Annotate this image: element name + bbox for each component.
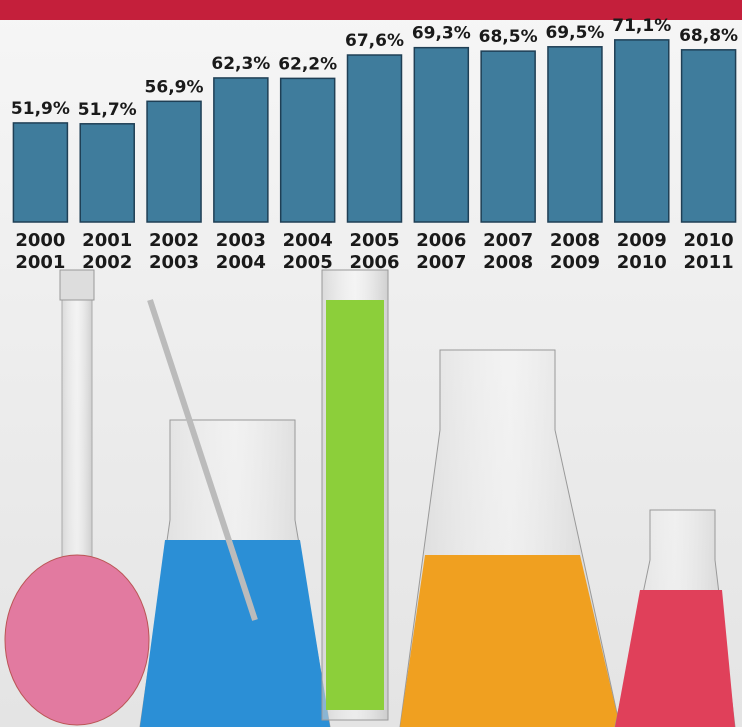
bar — [682, 50, 736, 222]
x-tick-label: 2000 — [15, 230, 65, 251]
value-label: 51,7% — [78, 100, 137, 120]
x-tick-label: 2007 — [483, 230, 533, 251]
x-tick-label: 2009 — [550, 252, 600, 273]
value-label: 69,5% — [545, 23, 604, 43]
x-tick-label: 2005 — [283, 252, 333, 273]
bar — [147, 101, 201, 222]
x-tick-label: 2008 — [483, 252, 533, 273]
value-label: 69,3% — [412, 24, 471, 44]
x-tick-label: 2010 — [684, 230, 734, 251]
bar — [548, 47, 602, 222]
bar — [414, 48, 468, 222]
bar — [281, 78, 335, 222]
x-tick-label: 2003 — [149, 252, 199, 273]
page: 51,9%2000200151,7%2001200256,9%200220036… — [0, 0, 742, 727]
value-label: 68,8% — [679, 26, 738, 46]
x-tick-label: 2010 — [617, 252, 667, 273]
bar — [214, 78, 268, 222]
x-tick-label: 2005 — [349, 230, 399, 251]
value-label: 62,3% — [211, 54, 270, 74]
x-tick-label: 2008 — [550, 230, 600, 251]
x-tick-label: 2002 — [149, 230, 199, 251]
value-label: 51,9% — [11, 99, 70, 119]
x-tick-label: 2006 — [349, 252, 399, 273]
x-tick-label: 2001 — [15, 252, 65, 273]
x-tick-label: 2007 — [416, 252, 466, 273]
x-tick-label: 2011 — [684, 252, 734, 273]
x-tick-label: 2001 — [82, 230, 132, 251]
bar — [80, 124, 134, 222]
value-label: 68,5% — [479, 27, 538, 47]
value-label: 62,2% — [278, 54, 337, 74]
x-tick-label: 2006 — [416, 230, 466, 251]
bar — [481, 51, 535, 222]
chart: 51,9%2000200151,7%2001200256,9%200220036… — [0, 0, 742, 727]
x-tick-label: 2003 — [216, 230, 266, 251]
value-label: 56,9% — [145, 77, 204, 97]
value-label: 67,6% — [345, 31, 404, 51]
bar — [615, 40, 669, 222]
x-tick-label: 2002 — [82, 252, 132, 273]
x-tick-label: 2004 — [283, 230, 333, 251]
x-tick-label: 2009 — [617, 230, 667, 251]
bar — [348, 55, 402, 222]
bar — [13, 123, 67, 222]
x-tick-label: 2004 — [216, 252, 266, 273]
value-label: 71,1% — [612, 16, 671, 36]
